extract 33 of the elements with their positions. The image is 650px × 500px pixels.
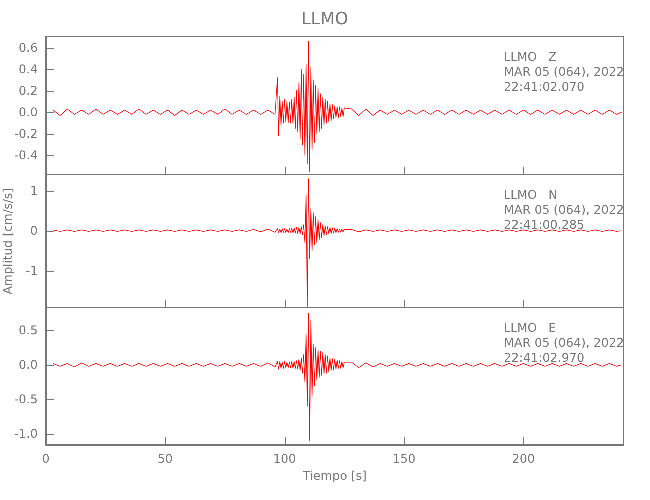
x-tick-label: 200 (512, 452, 536, 466)
annotation: 22:41:02.970 (504, 351, 585, 365)
annotation: 22:41:00.285 (504, 218, 585, 232)
x-axis-title: Tiempo [s] (302, 468, 367, 483)
y-tick-label: 0.2 (18, 84, 38, 98)
annotation: LLMO N (504, 188, 558, 202)
y-tick-label: -0.2 (14, 127, 38, 142)
y-tick-label: -1 (26, 264, 38, 278)
y-axis-title: Amplitud [cm/s/s] (1, 188, 15, 295)
line-series (52, 178, 622, 308)
annotation: MAR 05 (064), 2022 (504, 65, 624, 79)
y-tick-label: -1.0 (14, 426, 38, 441)
y-tick-label: 0 (30, 224, 38, 238)
x-tick-label: 100 (273, 452, 296, 466)
x-tick-label: 150 (392, 452, 416, 466)
annotation: 22:41:02.070 (504, 80, 585, 94)
y-tick-label: 0.6 (18, 40, 38, 55)
y-tick-label: 0.0 (18, 358, 38, 372)
annotation: MAR 05 (064), 2022 (504, 203, 624, 217)
y-tick-label: -0.5 (14, 392, 38, 407)
y-tick-label: -0.4 (14, 148, 38, 163)
annotation: MAR 05 (064), 2022 (504, 336, 624, 350)
y-tick-label: 0.0 (18, 105, 38, 120)
x-tick-label: 50 (158, 452, 174, 466)
y-tick-label: 1 (30, 184, 38, 198)
chart-title: LLMO (302, 10, 348, 30)
annotation: LLMO Z (504, 50, 557, 64)
line-series (52, 313, 622, 442)
x-tick-label: 0 (42, 452, 50, 466)
y-tick-label: 0.4 (18, 62, 38, 76)
line-series (52, 40, 622, 172)
annotation: LLMO E (504, 321, 556, 335)
y-tick-label: 0.5 (18, 324, 38, 338)
